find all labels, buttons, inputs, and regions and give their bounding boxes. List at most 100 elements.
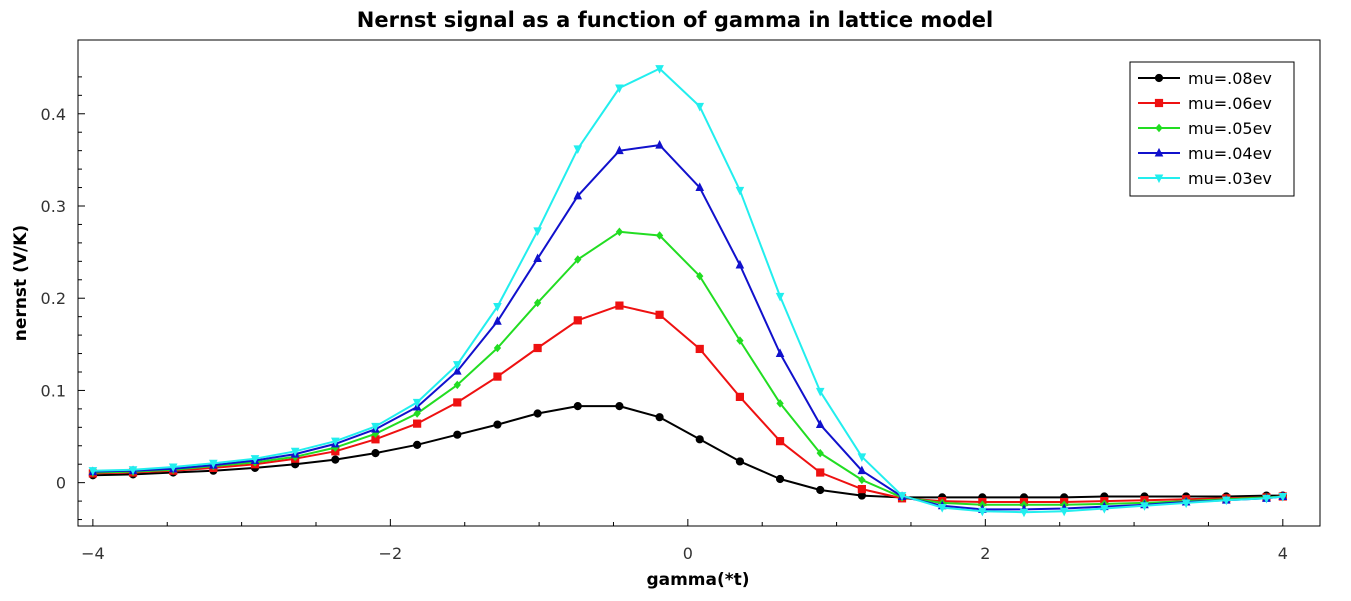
data-point (655, 413, 664, 422)
y-tick-label: 0 (56, 474, 66, 493)
series-1 (88, 301, 1287, 507)
data-point (858, 475, 866, 485)
series-0 (88, 402, 1287, 502)
data-point (615, 227, 624, 237)
data-point (533, 253, 542, 263)
data-point (857, 485, 866, 494)
data-point (815, 419, 825, 429)
data-point (775, 437, 785, 446)
legend-label: mu=.05ev (1188, 119, 1272, 138)
data-point (128, 466, 138, 475)
data-point (573, 402, 582, 411)
data-point (413, 409, 421, 418)
legend-item: mu=.06ev (1138, 94, 1272, 113)
data-point (615, 84, 624, 94)
legend-swatch-marker (1154, 73, 1164, 83)
data-point (1019, 508, 1029, 518)
data-point (816, 485, 825, 495)
data-point (453, 380, 461, 390)
data-point (209, 459, 218, 469)
legend-item: mu=.05ev (1138, 119, 1272, 138)
x-axis-label: gamma(*t) (646, 570, 749, 590)
legend-item: mu=.03ev (1138, 169, 1272, 188)
y-axis: 0 0.1 0.2 0.3 0.4 (41, 76, 85, 521)
series-layer (88, 65, 1288, 518)
data-point (615, 402, 624, 411)
x-tick-label: 4 (1278, 544, 1288, 563)
data-point (371, 422, 380, 432)
series-line (92, 230, 1283, 506)
data-point (735, 457, 745, 466)
chart-title: Nernst signal as a function of gamma in … (357, 8, 993, 32)
data-point (493, 316, 502, 325)
y-tick-label: 0.3 (41, 197, 66, 216)
legend-swatch-marker (1155, 123, 1163, 133)
data-point (937, 504, 947, 513)
data-point (775, 474, 785, 484)
legend-label: mu=.06ev (1188, 94, 1272, 113)
data-point (1059, 507, 1069, 517)
data-point (1100, 504, 1109, 514)
data-point (816, 448, 824, 458)
legend: mu=.08ev mu=.06ev mu=.05ev mu=.04ev mu=.03ev (1129, 61, 1295, 197)
data-point (290, 447, 300, 457)
data-point (655, 310, 664, 319)
series-line (92, 405, 1283, 499)
data-point (815, 387, 825, 397)
data-point (978, 507, 987, 517)
data-point (857, 465, 867, 475)
data-point (533, 298, 542, 308)
data-point (250, 455, 260, 464)
data-point (695, 344, 704, 354)
data-point (412, 398, 422, 408)
series-4 (88, 65, 1288, 518)
data-point (533, 343, 542, 353)
data-point (331, 437, 340, 447)
data-point (695, 182, 705, 192)
x-tick-label: −4 (81, 544, 105, 563)
x-tick-label: 0 (683, 544, 693, 563)
data-point (816, 468, 825, 477)
data-point (1140, 502, 1149, 511)
legend-item: mu=.08ev (1138, 69, 1272, 88)
y-axis-label: nernst (V/K) (11, 225, 31, 341)
data-point (655, 65, 664, 74)
legend-swatch-marker (1154, 174, 1164, 184)
data-point (88, 467, 98, 476)
data-point (615, 301, 624, 310)
data-point (735, 186, 745, 196)
series-line (92, 304, 1283, 503)
data-point (695, 102, 705, 112)
y-tick-label: 0.1 (41, 381, 66, 400)
data-point (775, 292, 785, 302)
data-point (1262, 494, 1271, 504)
data-point (493, 420, 502, 429)
data-point (168, 463, 178, 473)
y-tick-label: 0.2 (41, 289, 66, 308)
data-point (573, 316, 582, 325)
data-point (695, 435, 704, 444)
data-point (775, 348, 785, 358)
data-point (776, 399, 784, 408)
data-point (453, 398, 462, 407)
data-point (735, 259, 745, 269)
data-point (897, 492, 907, 501)
data-point (533, 409, 542, 418)
data-point (452, 361, 462, 370)
y-tick-label: 0.4 (41, 105, 66, 124)
data-point (573, 190, 583, 200)
data-point (696, 271, 704, 281)
x-tick-label: 2 (980, 544, 990, 563)
legend-item: mu=.04ev (1138, 144, 1272, 163)
data-point (413, 440, 422, 449)
legend-label: mu=.04ev (1188, 144, 1272, 163)
data-point (574, 255, 582, 264)
data-point (1221, 496, 1231, 506)
legend-label: mu=.08ev (1188, 69, 1272, 88)
data-point (735, 392, 745, 401)
data-point (493, 343, 502, 353)
plot-frame (77, 39, 1321, 527)
data-point (736, 336, 744, 345)
legend-swatch-marker (1154, 147, 1164, 157)
